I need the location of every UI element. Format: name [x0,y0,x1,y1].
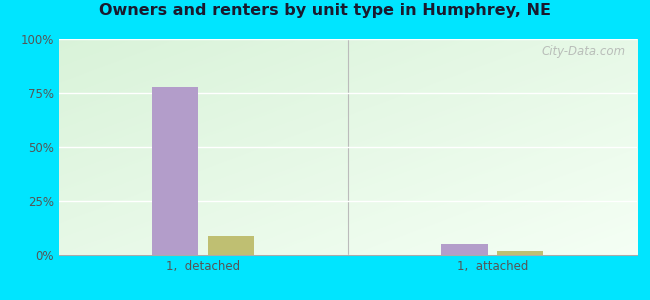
Bar [497,251,543,255]
Bar [441,244,488,255]
Text: Owners and renters by unit type in Humphrey, NE: Owners and renters by unit type in Humph… [99,3,551,18]
Bar [152,86,198,255]
Bar [208,236,254,255]
Text: City-Data.com: City-Data.com [541,46,625,59]
